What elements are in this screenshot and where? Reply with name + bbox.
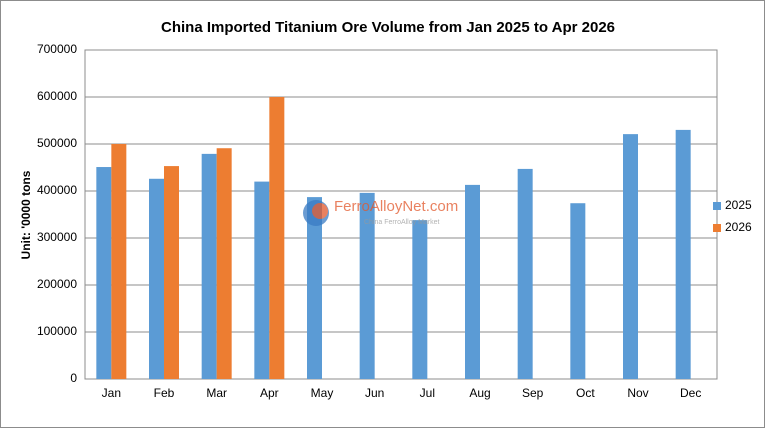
- legend-swatch: [713, 224, 721, 232]
- bar: [201, 153, 217, 379]
- x-tick-label: Aug: [469, 386, 490, 400]
- y-tick-label: 400000: [37, 183, 77, 197]
- x-tick-label: Jun: [365, 386, 384, 400]
- x-tick-label: Apr: [260, 386, 279, 400]
- x-tick-label: Jan: [102, 386, 121, 400]
- x-tick-label: Jul: [420, 386, 435, 400]
- x-tick-label: Mar: [206, 386, 227, 400]
- y-tick-label: 200000: [37, 277, 77, 291]
- x-tick-label: Dec: [680, 386, 701, 400]
- watermark: FerroAlloyNet.com China FerroAlloy Marke…: [303, 198, 458, 226]
- x-tick-label: Sep: [522, 386, 544, 400]
- legend-label: 2025: [725, 198, 752, 212]
- legend-swatch: [713, 202, 721, 210]
- watermark-logo: [312, 203, 328, 219]
- bar: [465, 184, 480, 379]
- y-tick-label: 600000: [37, 89, 77, 103]
- bar: [254, 181, 270, 379]
- x-tick-label: Oct: [576, 386, 595, 400]
- watermark-tagline: China FerroAlloy Market: [364, 219, 440, 226]
- bar: [359, 192, 375, 379]
- y-tick-label: 0: [70, 371, 77, 385]
- y-tick-label: 300000: [37, 230, 77, 244]
- y-tick-label: 500000: [37, 136, 77, 150]
- bar: [623, 134, 638, 379]
- bar: [517, 168, 533, 379]
- y-tick-label: 100000: [37, 324, 77, 338]
- legend-label: 2026: [725, 220, 752, 234]
- x-tick-label: Nov: [627, 386, 648, 400]
- y-axis-label: Unit: '0000 tons: [19, 170, 33, 259]
- y-tick-label: 700000: [37, 42, 77, 56]
- bar: [269, 97, 285, 379]
- bar: [164, 166, 179, 379]
- x-tick-label: Feb: [154, 386, 175, 400]
- bar: [216, 148, 232, 379]
- bar: [412, 220, 428, 379]
- bar: [307, 197, 322, 379]
- bar: [570, 203, 586, 379]
- bar: [96, 167, 112, 379]
- bar: [675, 129, 691, 379]
- x-tick-label: May: [311, 386, 334, 400]
- chart-title: China Imported Titanium Ore Volume from …: [161, 19, 615, 36]
- watermark-text: FerroAlloyNet.com: [334, 198, 458, 215]
- bar: [149, 178, 164, 379]
- bar: [111, 144, 127, 379]
